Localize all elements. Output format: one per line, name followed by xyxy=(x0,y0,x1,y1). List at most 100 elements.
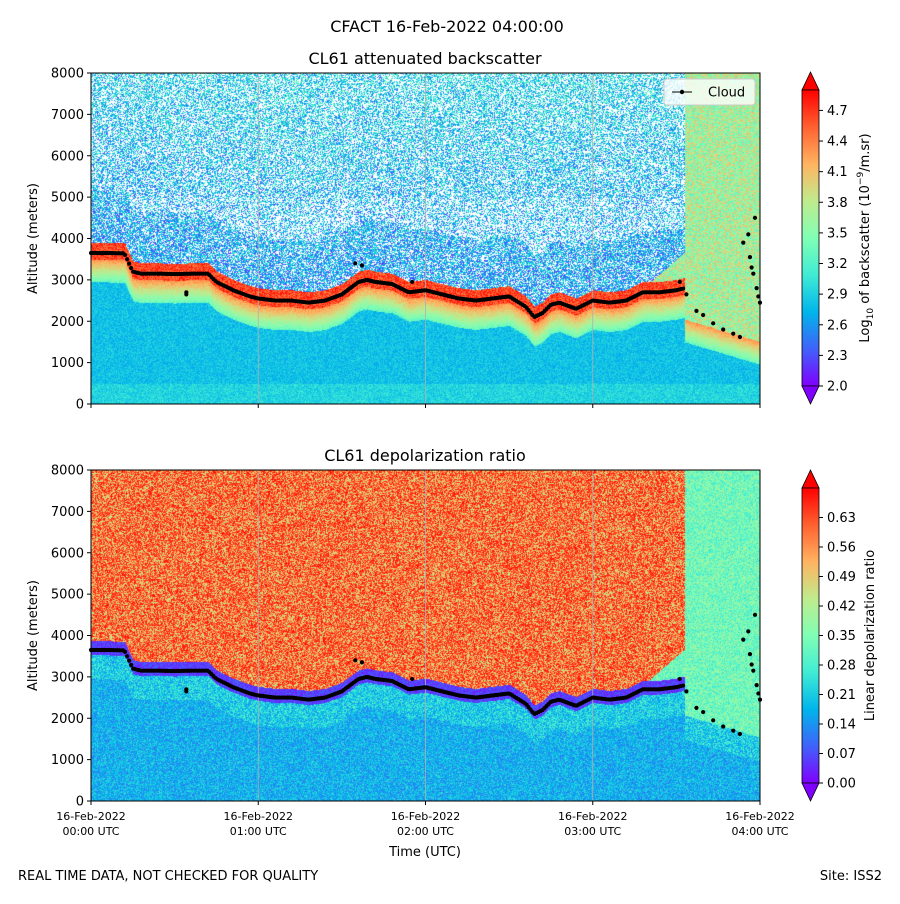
cloud-marker xyxy=(127,261,132,266)
colorbar-tick-label: 0.63 xyxy=(827,511,856,526)
colorbar-tick-label: 0.00 xyxy=(827,777,856,792)
y-tick-label: 5000 xyxy=(51,191,84,206)
cloud-marker xyxy=(684,292,689,297)
colorbar-gradient xyxy=(801,89,820,387)
colorbar-tick-label: 0.28 xyxy=(827,659,856,674)
site-label: Site: ISS2 xyxy=(819,869,882,884)
y-tick-label: 7000 xyxy=(51,505,84,520)
depolarization-title: CL61 depolarization ratio xyxy=(324,446,526,465)
y-tick-label: 4000 xyxy=(51,232,84,247)
cloud-marker xyxy=(751,271,756,276)
backscatter-title: CL61 attenuated backscatter xyxy=(308,49,542,68)
cloud-marker xyxy=(721,327,726,332)
colorbar-tick-label: 3.8 xyxy=(827,196,848,211)
cloud-marker xyxy=(694,308,699,314)
y-tick-label: 2000 xyxy=(51,315,84,330)
colorbar-tick-label: 3.5 xyxy=(827,226,848,241)
x-tick-label: 16-Feb-2022 xyxy=(391,810,460,823)
x-tick-label: 02:00 UTC xyxy=(397,825,454,838)
quality-disclaimer: REAL TIME DATA, NOT CHECKED FOR QUALITY xyxy=(18,869,319,884)
colorbar-tick-label: 0.56 xyxy=(827,541,856,556)
colorbar-tick-label: 0.14 xyxy=(827,718,856,733)
cloud-marker xyxy=(752,215,758,220)
depolarization-ylabel: Altitude (meters) xyxy=(26,580,41,691)
cloud-marker xyxy=(711,718,716,723)
backscatter-cloud-markers xyxy=(88,215,763,340)
cloud-marker xyxy=(752,612,758,617)
colorbar-ticks: 2.0 2.3 2.6 2.9 3.2 3.5 3.8 4.1 4.4 4.7 xyxy=(819,104,848,395)
cloud-marker xyxy=(694,705,699,711)
cloud-marker xyxy=(756,691,761,696)
colorbar-tick-label: 2.6 xyxy=(827,318,848,333)
cloud-marker xyxy=(684,689,689,694)
cloud-marker xyxy=(680,286,686,291)
cloud-marker xyxy=(353,261,358,266)
colorbar-ticks: 0.00 0.07 0.14 0.21 0.28 0.35 0.42 0.49 0.56 0.63 xyxy=(819,511,856,792)
x-tick-label: 04:00 UTC xyxy=(731,825,788,838)
cloud-marker xyxy=(746,629,751,634)
cloud-marker xyxy=(359,660,365,665)
cloud-marker xyxy=(677,279,682,285)
colorbar-tick-label: 4.1 xyxy=(827,165,848,180)
cloud-marker xyxy=(746,232,751,237)
depolarization-gridlines xyxy=(257,470,594,801)
legend-label: Cloud xyxy=(708,86,745,101)
x-tick-label: 00:00 UTC xyxy=(62,825,119,838)
colorbar-tick-label: 3.2 xyxy=(827,257,848,272)
depolarization-xlabel: Time (UTC) xyxy=(388,845,461,860)
y-tick-label: 6000 xyxy=(51,546,84,561)
cloud-marker xyxy=(129,662,134,668)
y-tick-label: 4000 xyxy=(51,629,84,644)
colorbar-tick-label: 4.7 xyxy=(827,104,848,119)
backscatter-x-ticks xyxy=(90,404,761,408)
y-tick-label: 0 xyxy=(76,398,84,413)
y-tick-label: 8000 xyxy=(51,464,84,479)
cloud-marker xyxy=(749,265,754,270)
cloud-legend: Cloud xyxy=(663,78,756,106)
colorbar-extend-bottom xyxy=(801,782,820,802)
cloud-marker xyxy=(731,728,736,733)
colorbar-tick-label: 2.3 xyxy=(827,349,848,364)
y-tick-label: 6000 xyxy=(51,149,84,164)
figure-title: CFACT 16-Feb-2022 04:00:00 xyxy=(330,17,564,36)
backscatter-panel: CL61 attenuated backscatter 0 1000 2000 300… xyxy=(26,49,876,413)
cloud-marker xyxy=(359,263,365,268)
depolarization-cloud-markers xyxy=(88,612,763,737)
cloud-marker xyxy=(125,257,130,262)
depolarization-colorbar: 0.00 0.07 0.14 0.21 0.28 0.35 0.42 0.49 0.56 0.63… xyxy=(801,469,878,802)
x-tick-label: 03:00 UTC xyxy=(564,825,621,838)
legend-marker xyxy=(679,89,685,95)
colorbar-tick-label: 2.0 xyxy=(827,380,848,395)
colorbar-label: Log10 of backscatter (10−9/m.sr) xyxy=(856,133,876,342)
y-tick-label: 2000 xyxy=(51,712,84,727)
x-tick-label: 16-Feb-2022 xyxy=(224,810,293,823)
cloud-marker xyxy=(737,334,743,340)
legend-box xyxy=(663,78,756,106)
colorbar-tick-label: 2.9 xyxy=(827,288,848,303)
cloud-marker xyxy=(184,292,189,297)
cloud-marker xyxy=(741,637,746,642)
y-tick-label: 1000 xyxy=(51,356,84,371)
cloud-marker xyxy=(731,331,736,336)
backscatter-gridlines xyxy=(257,73,594,404)
x-tick-label: 16-Feb-2022 xyxy=(725,810,794,823)
depolarization-panel: CL61 depolarization ratio 0 1000 2000 3000 4… xyxy=(26,446,878,860)
y-tick-label: 0 xyxy=(76,795,84,810)
depolarization-x-axis: 16-Feb-2022 00:00 UTC 16-Feb-2022 01:00 UTC… xyxy=(56,801,795,838)
cloud-marker xyxy=(747,652,753,657)
cloud-marker xyxy=(711,321,716,326)
colorbar-tick-label: 0.42 xyxy=(827,600,856,615)
backscatter-y-axis: 0 1000 2000 3000 4000 5000 6000 7000 8000 xyxy=(51,67,91,413)
cloud-marker xyxy=(410,279,415,285)
cloud-marker xyxy=(756,294,761,299)
x-tick-label: 16-Feb-2022 xyxy=(558,810,627,823)
cloud-marker xyxy=(184,689,189,694)
cloud-marker xyxy=(123,252,128,257)
backscatter-colorbar: 2.0 2.3 2.6 2.9 3.2 3.5 3.8 4.1 4.4 4.7 Log10 of … xyxy=(801,71,876,405)
cloud-marker xyxy=(749,662,754,667)
y-tick-label: 1000 xyxy=(51,753,84,768)
colorbar-tick-label: 4.4 xyxy=(827,135,848,150)
colorbar-extend-top xyxy=(801,469,820,489)
cloud-marker xyxy=(747,255,753,260)
cloud-marker xyxy=(701,312,706,318)
